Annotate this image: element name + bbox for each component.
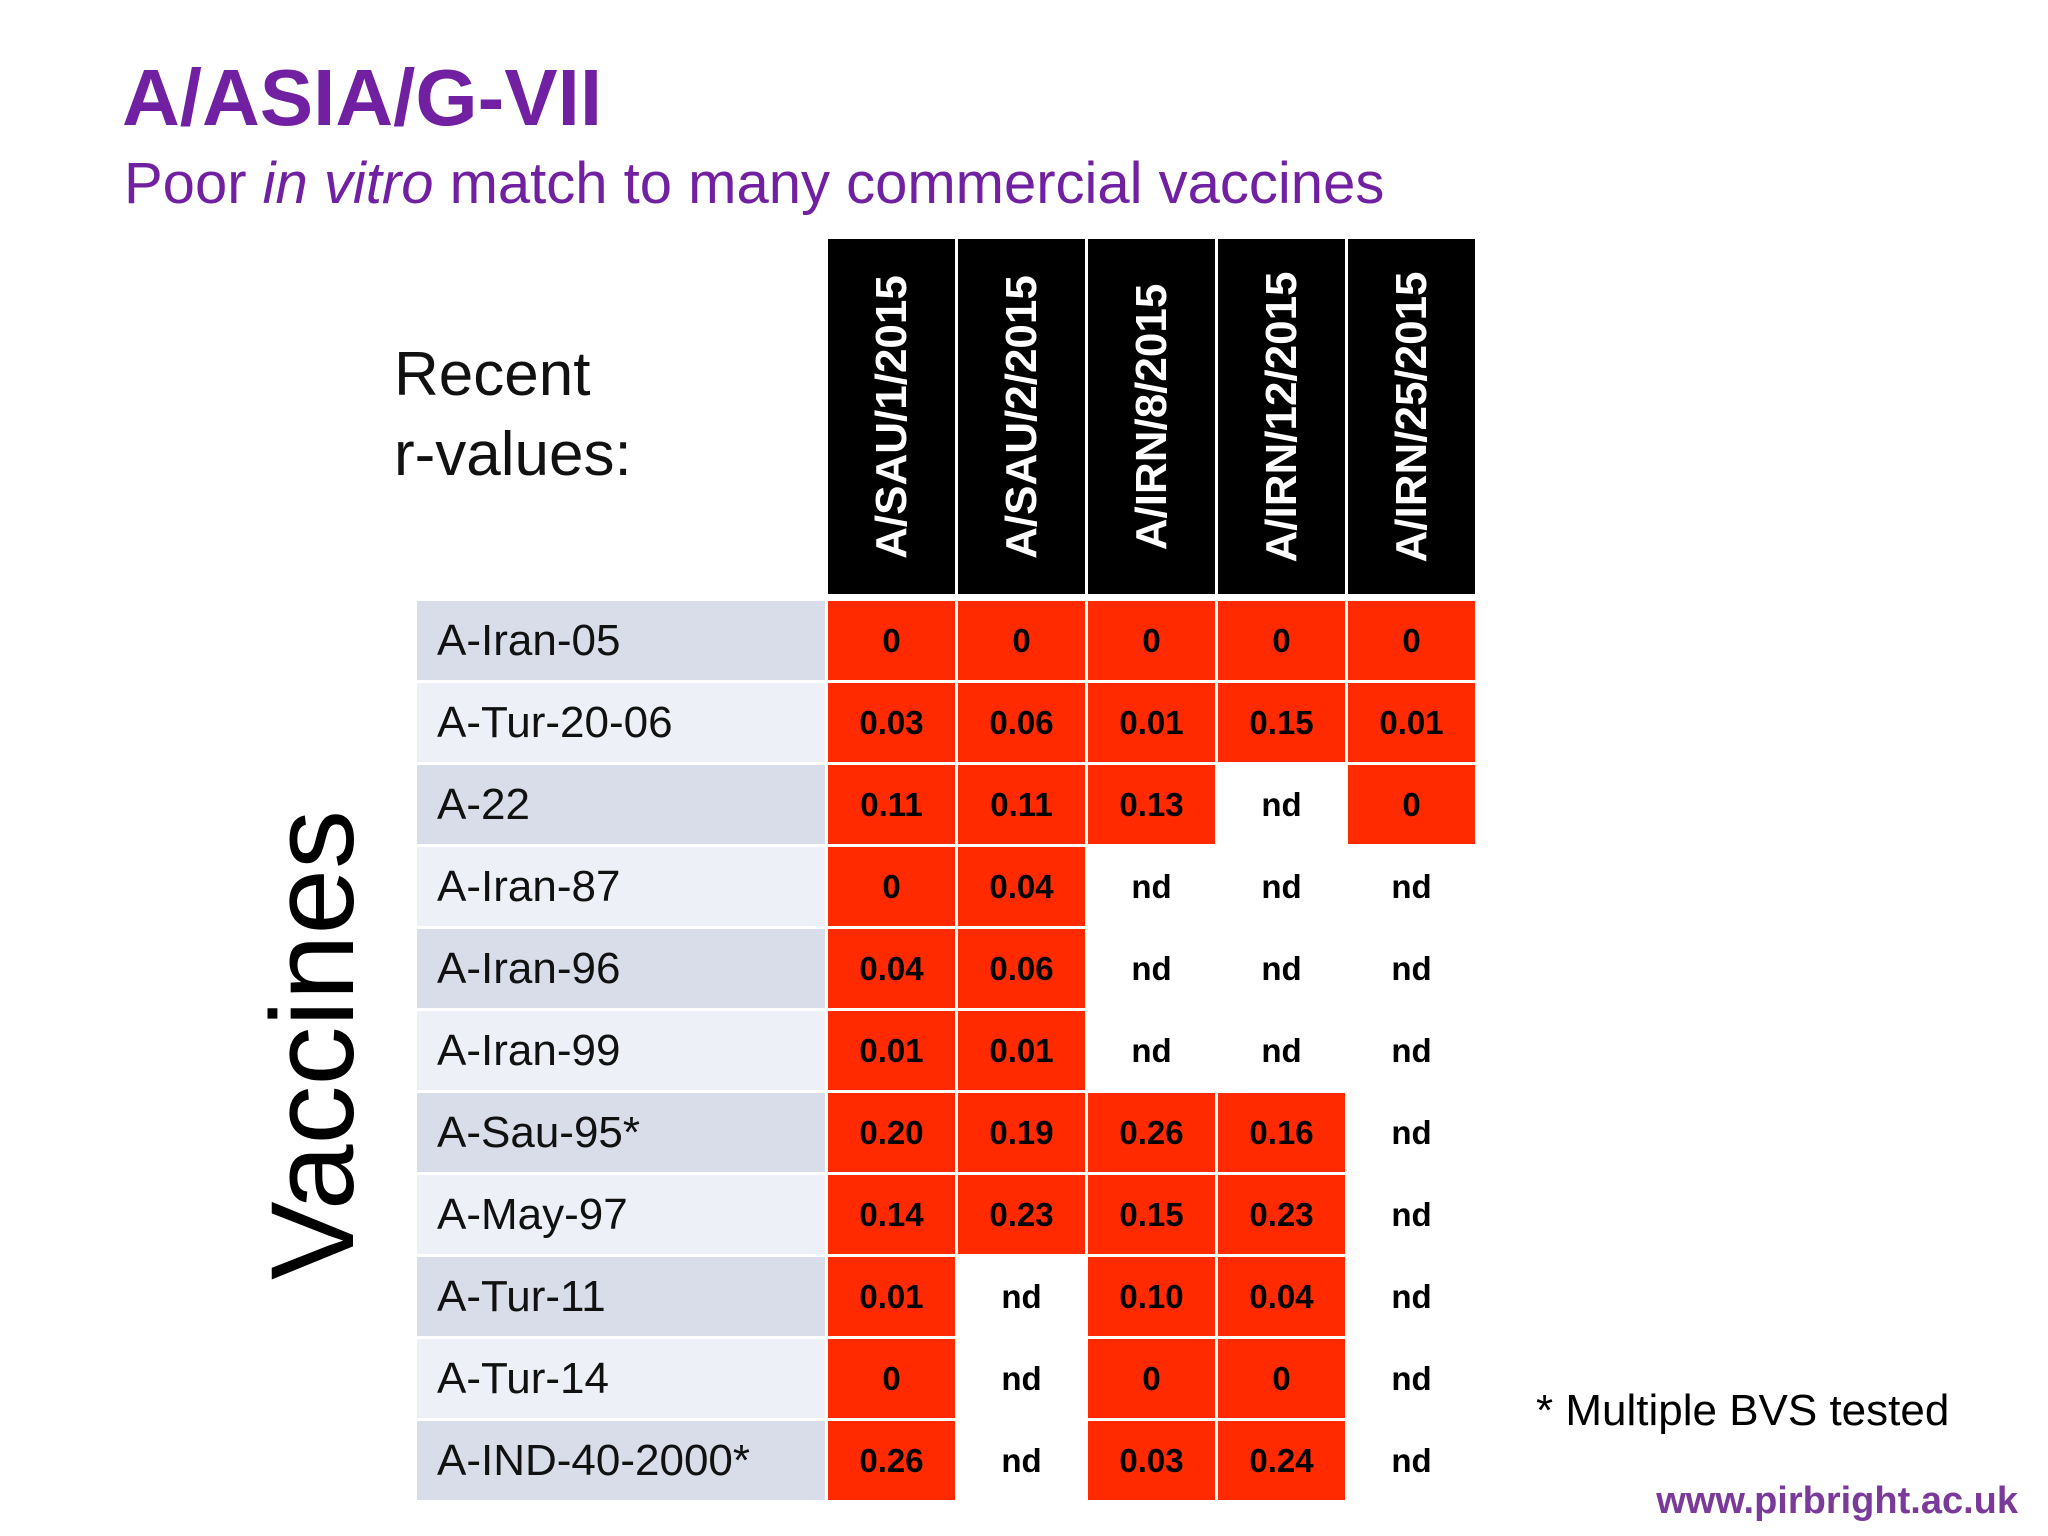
table-cell: nd — [958, 1421, 1085, 1500]
row-label: A-Iran-05 — [417, 601, 825, 680]
table-cell: nd — [1348, 1339, 1475, 1418]
row-label: A-22 — [417, 765, 825, 844]
table-cell: nd — [1348, 929, 1475, 1008]
table-cell: 0.24 — [1218, 1421, 1345, 1500]
table-cell: 0.01 — [958, 1011, 1085, 1090]
url: www.pirbright.ac.uk — [1656, 1480, 2018, 1522]
column-header: A/SAU/2/2015 — [958, 239, 1085, 594]
row-label: A-Iran-96 — [417, 929, 825, 1008]
table-cell: 0 — [828, 601, 955, 680]
table-cell: 0.04 — [828, 929, 955, 1008]
table-cell: nd — [1088, 1011, 1215, 1090]
row-label: A-Tur-20-06 — [417, 683, 825, 762]
column-header: A/IRN/8/2015 — [1088, 239, 1215, 594]
corner-line: r-values: — [394, 420, 632, 489]
table-cell: 0 — [1218, 601, 1345, 680]
table-cell: nd — [958, 1339, 1085, 1418]
subtitle-text: match to many commercial vaccines — [433, 151, 1385, 216]
table-cell: nd — [1218, 765, 1345, 844]
table-cell: 0.23 — [958, 1175, 1085, 1254]
table-cell: 0.13 — [1088, 765, 1215, 844]
row-label: A-Iran-99 — [417, 1011, 825, 1090]
table-cell: 0.23 — [1218, 1175, 1345, 1254]
table-cell: 0.04 — [1218, 1257, 1345, 1336]
row-label: A-Tur-11 — [417, 1257, 825, 1336]
subtitle-italic: in vitro — [262, 151, 434, 216]
table-cell: 0 — [1088, 601, 1215, 680]
table-cell: nd — [958, 1257, 1085, 1336]
table-cell: nd — [1218, 1011, 1345, 1090]
column-header-text: A/SAU/2/2015 — [996, 274, 1046, 559]
column-header: A/SAU/1/2015 — [828, 239, 955, 594]
table-cell: nd — [1088, 847, 1215, 926]
table-cell: 0 — [1348, 601, 1475, 680]
row-label: A-IND-40-2000* — [417, 1421, 825, 1500]
row-label: A-Iran-87 — [417, 847, 825, 926]
table-cell: nd — [1348, 1011, 1475, 1090]
table-cell: nd — [1348, 847, 1475, 926]
table-cell: nd — [1088, 929, 1215, 1008]
table-cell: 0.14 — [828, 1175, 955, 1254]
table-cell: nd — [1348, 1093, 1475, 1172]
title: A/ASIA/G-VII — [122, 53, 603, 142]
table-cell: 0.03 — [828, 683, 955, 762]
table-cell: 0.11 — [828, 765, 955, 844]
table-cell: 0 — [1348, 765, 1475, 844]
row-label: A-May-97 — [417, 1175, 825, 1254]
table-cell: 0.01 — [828, 1257, 955, 1336]
table-cell: 0.01 — [1088, 683, 1215, 762]
table-cell: nd — [1348, 1257, 1475, 1336]
column-header: A/IRN/12/2015 — [1218, 239, 1345, 594]
table-cell: 0 — [828, 847, 955, 926]
table-cell: 0.26 — [1088, 1093, 1215, 1172]
column-header-text: A/IRN/8/2015 — [1126, 283, 1176, 550]
corner-label: Recent r-values: — [394, 335, 632, 495]
column-header: A/IRN/25/2015 — [1348, 239, 1475, 594]
table-cell: nd — [1348, 1175, 1475, 1254]
subtitle-text: Poor — [124, 151, 263, 216]
table-cell: nd — [1218, 847, 1345, 926]
table-cell: 0.20 — [828, 1093, 955, 1172]
table-cell: 0.06 — [958, 683, 1085, 762]
corner-line: Recent — [394, 340, 591, 409]
table-cell: 0 — [828, 1339, 955, 1418]
table-cell: 0 — [1088, 1339, 1215, 1418]
table-cell: 0.15 — [1218, 683, 1345, 762]
footnote: * Multiple BVS tested — [1536, 1386, 1950, 1435]
table-cell: nd — [1348, 1421, 1475, 1500]
subtitle: Poor in vitro match to many commercial v… — [124, 150, 1384, 217]
table-cell: 0.10 — [1088, 1257, 1215, 1336]
column-header-text: A/IRN/12/2015 — [1256, 270, 1306, 563]
column-header-text: A/SAU/1/2015 — [866, 274, 916, 559]
table-cell: 0 — [958, 601, 1085, 680]
table-cell: 0 — [1218, 1339, 1345, 1418]
side-label: Vaccines — [247, 809, 379, 1281]
table-cell: 0.06 — [958, 929, 1085, 1008]
table-cell: 0.16 — [1218, 1093, 1345, 1172]
row-label: A-Sau-95* — [417, 1093, 825, 1172]
table-cell: 0.11 — [958, 765, 1085, 844]
table-cell: 0.26 — [828, 1421, 955, 1500]
table-cell: 0.04 — [958, 847, 1085, 926]
table-cell: nd — [1218, 929, 1345, 1008]
table-cell: 0.01 — [1348, 683, 1475, 762]
row-label: A-Tur-14 — [417, 1339, 825, 1418]
column-header-text: A/IRN/25/2015 — [1386, 270, 1436, 563]
table-cell: 0.15 — [1088, 1175, 1215, 1254]
table-cell: 0.01 — [828, 1011, 955, 1090]
table-cell: 0.19 — [958, 1093, 1085, 1172]
table-cell: 0.03 — [1088, 1421, 1215, 1500]
